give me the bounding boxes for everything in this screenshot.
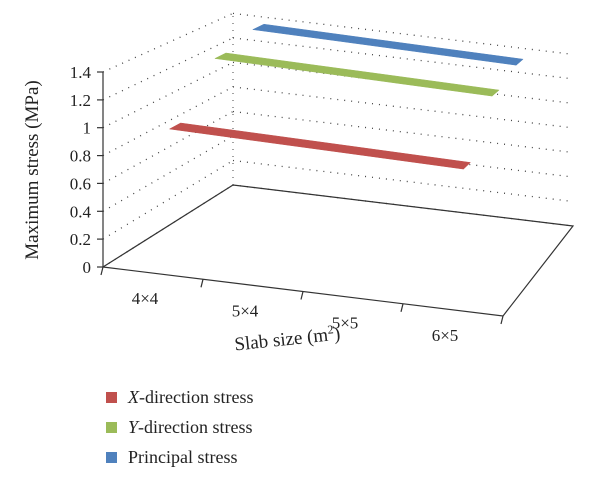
left-wall-grid [102, 12, 234, 268]
y-tick-label: 0.6 [70, 174, 91, 193]
x-tick-mark [500, 315, 504, 325]
floor-outline [101, 184, 575, 317]
series-ribbons [168, 23, 524, 170]
x-tick-labels: 4×4 5×4 5×5 6×5 [132, 289, 459, 345]
y-tick-labels: 0 0.2 0.4 0.6 0.8 1 1.2 1.4 [70, 63, 92, 277]
left-grid-line [102, 37, 234, 101]
legend-swatch [106, 422, 117, 433]
left-grid-line [102, 86, 234, 157]
y-tick-label: 0.2 [70, 230, 91, 249]
x-axis-title: Slab size (m2) [233, 322, 341, 356]
legend-swatch [106, 392, 117, 403]
axes [97, 71, 504, 325]
back-grid-line [232, 86, 574, 129]
left-grid-line [102, 159, 234, 240]
y-tick-label: 1.2 [70, 91, 91, 110]
series-ribbon [214, 52, 500, 97]
x-axis-title-base: Slab size (m [233, 325, 329, 356]
series-ribbon [168, 122, 471, 170]
x-tick-label: 5×4 [232, 301, 259, 320]
left-grid-line [102, 110, 234, 184]
back-grid-line [232, 159, 574, 203]
y-tick-label: 0.8 [70, 147, 91, 166]
legend-label: X-direction stress [127, 387, 253, 407]
left-grid-line [102, 12, 234, 73]
left-grid-line [102, 61, 234, 129]
legend-label: Y-direction stress [128, 417, 252, 437]
x-tick-label: 6×5 [432, 326, 459, 345]
left-grid-line [102, 135, 234, 212]
x-tick-mark [100, 266, 104, 276]
legend-label: Principal stress [128, 447, 238, 467]
back-grid-line [232, 110, 574, 154]
series-ribbon [251, 23, 524, 66]
y-axis-title: Maximum stress (MPa) [22, 80, 43, 259]
y-tick-label: 0.4 [70, 202, 92, 221]
legend: X-direction stress Y-direction stress Prin… [106, 387, 253, 467]
x-tick-label: 4×4 [132, 289, 159, 308]
back-wall-grid [232, 12, 574, 227]
x-axis-title-sup: 2 [327, 322, 334, 337]
y-tick-label: 1.4 [70, 63, 92, 82]
legend-swatch [106, 452, 117, 463]
x-axis-title-close: ) [333, 324, 341, 346]
x-tick-mark [300, 291, 304, 300]
x-tick-label: 5×5 [332, 314, 359, 333]
y-tick-label: 0 [83, 258, 92, 277]
y-tick-label: 1 [83, 119, 92, 138]
x-tick-mark [200, 279, 204, 288]
x-tick-mark [400, 303, 404, 312]
floor-plane [101, 184, 575, 317]
